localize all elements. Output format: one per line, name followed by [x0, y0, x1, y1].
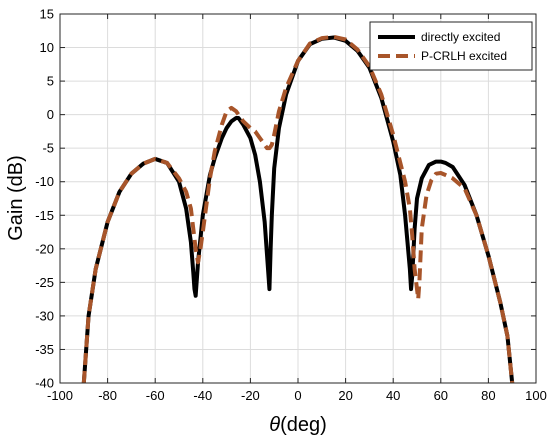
- x-tick-label: 60: [434, 388, 448, 403]
- x-tick-label: -60: [146, 388, 165, 403]
- ticks: [59, 13, 537, 384]
- y-axis-title: Gain (dB): [5, 155, 27, 241]
- y-tick-label: -20: [35, 241, 54, 256]
- series-layer: [81, 34, 515, 383]
- y-tick-label: -30: [35, 308, 54, 323]
- y-tick-label: 5: [47, 74, 54, 89]
- x-axis-symbol: θ: [269, 414, 280, 436]
- y-tick-label: -5: [42, 141, 54, 156]
- y-tick-label: -40: [35, 376, 54, 391]
- y-tick-label: 10: [40, 40, 54, 55]
- x-axis-title: θ(deg): [269, 414, 327, 436]
- x-axis-unit: (deg): [280, 414, 327, 436]
- x-tick-label: 20: [338, 388, 352, 403]
- x-tick-label: -40: [193, 388, 212, 403]
- legend: directly excited P-CRLH excited: [369, 21, 533, 71]
- y-tick-label: -35: [35, 342, 54, 357]
- x-tick-label: -100: [47, 388, 73, 403]
- x-tick-label: 80: [481, 388, 495, 403]
- legend-box: [369, 21, 533, 71]
- x-tick-label: -80: [98, 388, 117, 403]
- x-tick-label: 40: [386, 388, 400, 403]
- x-tick-label: -20: [241, 388, 260, 403]
- legend-label-directly-excited: directly excited: [421, 30, 500, 44]
- tick-labels: -100 -80 -60 -40 -20 0 20 40 60 80 100-40-35-30-25…: [35, 7, 547, 404]
- x-tick-label: 0: [294, 388, 301, 403]
- y-tick-label: -15: [35, 208, 54, 223]
- y-tick-label: -10: [35, 174, 54, 189]
- y-tick-label: 15: [40, 7, 54, 22]
- x-tick-label: 100: [525, 388, 547, 403]
- y-tick-label: 0: [47, 107, 54, 122]
- series-p-crlh-excited: [81, 34, 515, 383]
- legend-label-p-crlh-excited: P-CRLH excited: [421, 49, 507, 63]
- y-tick-label: -25: [35, 275, 54, 290]
- series-directly-excited: [81, 35, 515, 383]
